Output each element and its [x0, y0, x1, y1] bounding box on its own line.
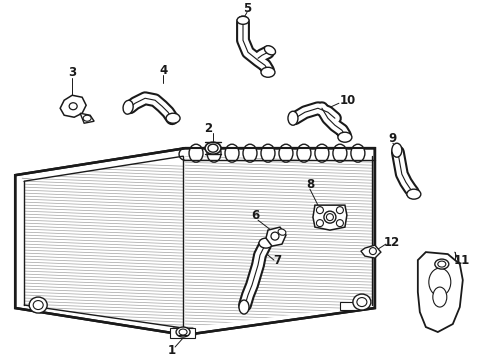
Polygon shape	[340, 302, 360, 310]
Polygon shape	[313, 205, 347, 230]
Ellipse shape	[315, 144, 329, 162]
Ellipse shape	[265, 46, 275, 55]
Text: 7: 7	[273, 253, 281, 267]
Ellipse shape	[261, 67, 275, 77]
Polygon shape	[418, 252, 463, 332]
Polygon shape	[266, 227, 286, 246]
Text: 5: 5	[243, 2, 251, 15]
Ellipse shape	[239, 300, 249, 314]
Text: 4: 4	[159, 64, 167, 77]
Ellipse shape	[208, 144, 218, 152]
Ellipse shape	[29, 297, 47, 313]
Ellipse shape	[317, 220, 323, 227]
Ellipse shape	[259, 238, 273, 248]
Text: 10: 10	[340, 94, 356, 107]
Polygon shape	[361, 245, 381, 258]
Ellipse shape	[297, 144, 311, 162]
Ellipse shape	[271, 232, 279, 240]
Ellipse shape	[337, 220, 343, 227]
Ellipse shape	[369, 248, 376, 255]
Text: 8: 8	[306, 178, 314, 191]
Ellipse shape	[237, 16, 249, 24]
Polygon shape	[15, 148, 375, 335]
Ellipse shape	[333, 144, 347, 162]
Ellipse shape	[324, 211, 336, 223]
Ellipse shape	[438, 261, 446, 267]
Ellipse shape	[288, 111, 298, 125]
Polygon shape	[185, 156, 372, 328]
Text: 12: 12	[384, 235, 400, 249]
Ellipse shape	[317, 207, 323, 213]
Ellipse shape	[407, 189, 421, 199]
Ellipse shape	[243, 144, 257, 162]
Polygon shape	[173, 328, 196, 335]
Ellipse shape	[392, 143, 402, 157]
Ellipse shape	[166, 113, 180, 123]
Ellipse shape	[69, 103, 77, 110]
Ellipse shape	[225, 144, 239, 162]
Ellipse shape	[278, 229, 286, 235]
Ellipse shape	[179, 329, 187, 335]
Ellipse shape	[338, 132, 352, 142]
Ellipse shape	[353, 294, 371, 310]
Ellipse shape	[279, 144, 293, 162]
Ellipse shape	[83, 115, 91, 121]
Ellipse shape	[189, 144, 203, 162]
Ellipse shape	[351, 144, 365, 162]
Polygon shape	[170, 328, 195, 338]
Ellipse shape	[337, 207, 343, 213]
Polygon shape	[24, 156, 183, 328]
Text: 2: 2	[204, 122, 212, 135]
Ellipse shape	[123, 100, 133, 114]
Ellipse shape	[326, 213, 333, 221]
Ellipse shape	[33, 301, 43, 310]
Ellipse shape	[435, 259, 449, 269]
Polygon shape	[80, 113, 94, 123]
Text: 6: 6	[251, 209, 259, 222]
Ellipse shape	[207, 144, 221, 162]
Ellipse shape	[205, 142, 221, 154]
Ellipse shape	[433, 287, 447, 307]
Polygon shape	[60, 95, 86, 117]
Text: 9: 9	[389, 132, 397, 145]
Ellipse shape	[357, 298, 367, 307]
Text: 11: 11	[454, 253, 470, 267]
Text: 3: 3	[68, 66, 76, 79]
Ellipse shape	[176, 327, 190, 337]
Ellipse shape	[261, 144, 275, 162]
Text: 1: 1	[168, 343, 176, 356]
Ellipse shape	[429, 268, 451, 296]
